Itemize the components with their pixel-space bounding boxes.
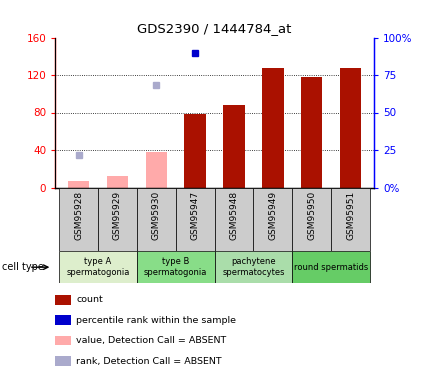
Bar (215, 188, 253, 251)
Bar (68, 181, 89, 188)
Title: GDS2390 / 1444784_at: GDS2390 / 1444784_at (137, 22, 292, 35)
Text: rank, Detection Call = ABSENT: rank, Detection Call = ABSENT (76, 357, 222, 366)
Text: type A
spermatogonia: type A spermatogonia (66, 258, 130, 277)
Text: GSM95948: GSM95948 (230, 190, 238, 240)
Text: count: count (76, 295, 103, 304)
Text: GSM95950: GSM95950 (307, 190, 316, 240)
Bar (184, 114, 206, 188)
Text: GSM95947: GSM95947 (191, 190, 200, 240)
Text: value, Detection Call = ABSENT: value, Detection Call = ABSENT (76, 336, 227, 345)
Bar (176, 188, 215, 251)
Bar (215, 251, 292, 283)
Bar (137, 188, 176, 251)
Text: GSM95951: GSM95951 (346, 190, 355, 240)
Text: type B
spermatogonia: type B spermatogonia (144, 258, 207, 277)
Text: percentile rank within the sample: percentile rank within the sample (76, 316, 236, 325)
Bar (331, 188, 370, 251)
Bar (253, 188, 292, 251)
Text: cell type: cell type (2, 262, 44, 272)
Bar (54, 315, 71, 325)
Bar (59, 188, 98, 251)
Bar (98, 188, 137, 251)
Bar (59, 251, 137, 283)
Text: round spermatids: round spermatids (294, 263, 368, 272)
Bar (301, 77, 323, 188)
Text: GSM95930: GSM95930 (152, 190, 161, 240)
Bar (54, 295, 71, 304)
Bar (146, 152, 167, 188)
Bar (137, 251, 215, 283)
Bar (340, 68, 361, 188)
Text: GSM95929: GSM95929 (113, 190, 122, 240)
Bar (107, 176, 128, 188)
Bar (292, 188, 331, 251)
Bar (262, 69, 283, 188)
Bar (54, 356, 71, 366)
Bar (224, 105, 245, 188)
Text: pachytene
spermatocytes: pachytene spermatocytes (222, 258, 285, 277)
Bar (54, 336, 71, 345)
Bar (292, 251, 370, 283)
Text: GSM95949: GSM95949 (269, 190, 278, 240)
Text: GSM95928: GSM95928 (74, 190, 83, 240)
